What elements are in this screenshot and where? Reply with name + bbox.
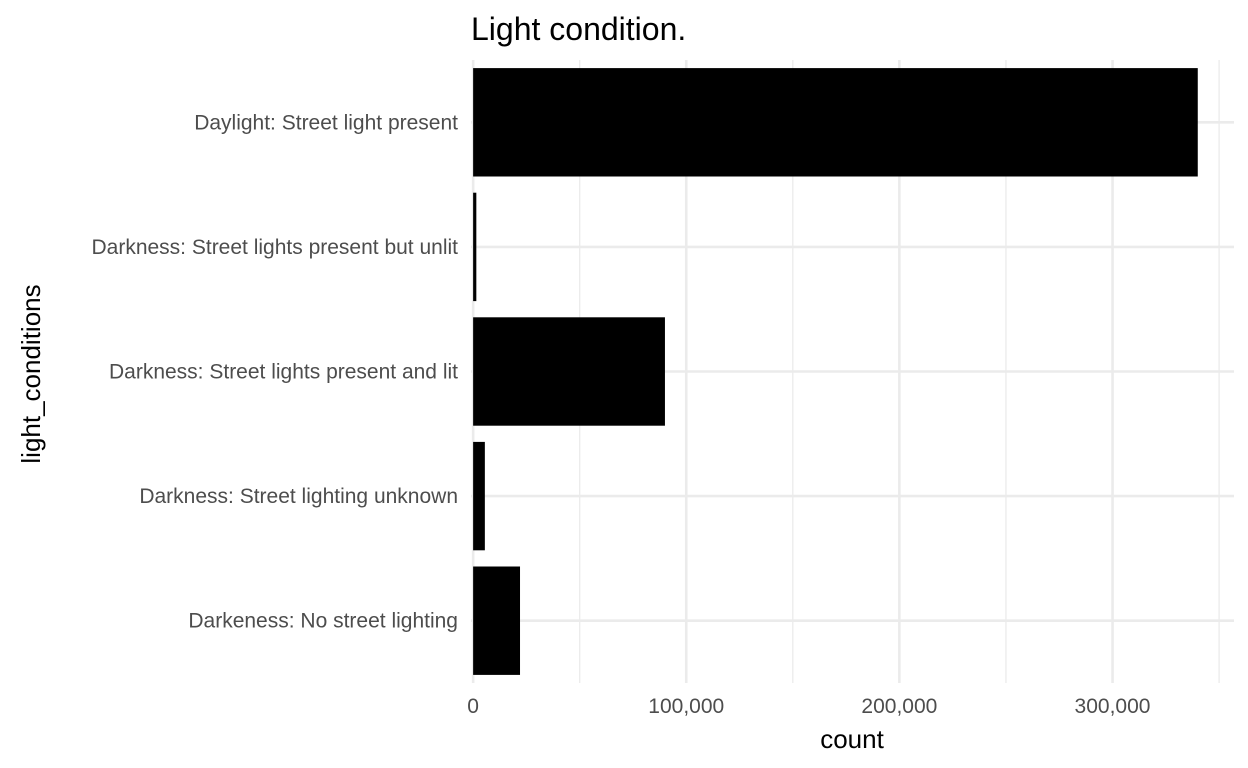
x-tick-label: 100,000 [648, 695, 724, 718]
bar [473, 566, 521, 675]
x-tick-label: 200,000 [861, 695, 937, 718]
bar [473, 68, 1198, 177]
y-axis-tick-labels: Daylight: Street light present Darkness: … [91, 111, 458, 632]
y-tick-label: Darkness: Street lights present but unli… [91, 236, 458, 259]
x-axis-title: count [820, 724, 884, 754]
x-axis-tick-labels: 0 100,000 200,000 300,000 [467, 695, 1150, 718]
chart-title: Light condition. [471, 11, 686, 47]
bar [473, 192, 477, 302]
y-tick-label: Darkness: Street lighting unknown [139, 485, 458, 508]
bar [473, 441, 485, 551]
bars [473, 68, 1198, 675]
bar [473, 317, 665, 426]
x-tick-label: 300,000 [1075, 695, 1151, 718]
y-axis-title: light_conditions [16, 284, 46, 463]
y-tick-label: Darkness: Street lights present and lit [109, 361, 458, 384]
x-tick-label: 0 [467, 695, 479, 718]
y-tick-label: Darkeness: No street lighting [188, 610, 458, 633]
y-tick-label: Daylight: Street light present [194, 111, 458, 134]
